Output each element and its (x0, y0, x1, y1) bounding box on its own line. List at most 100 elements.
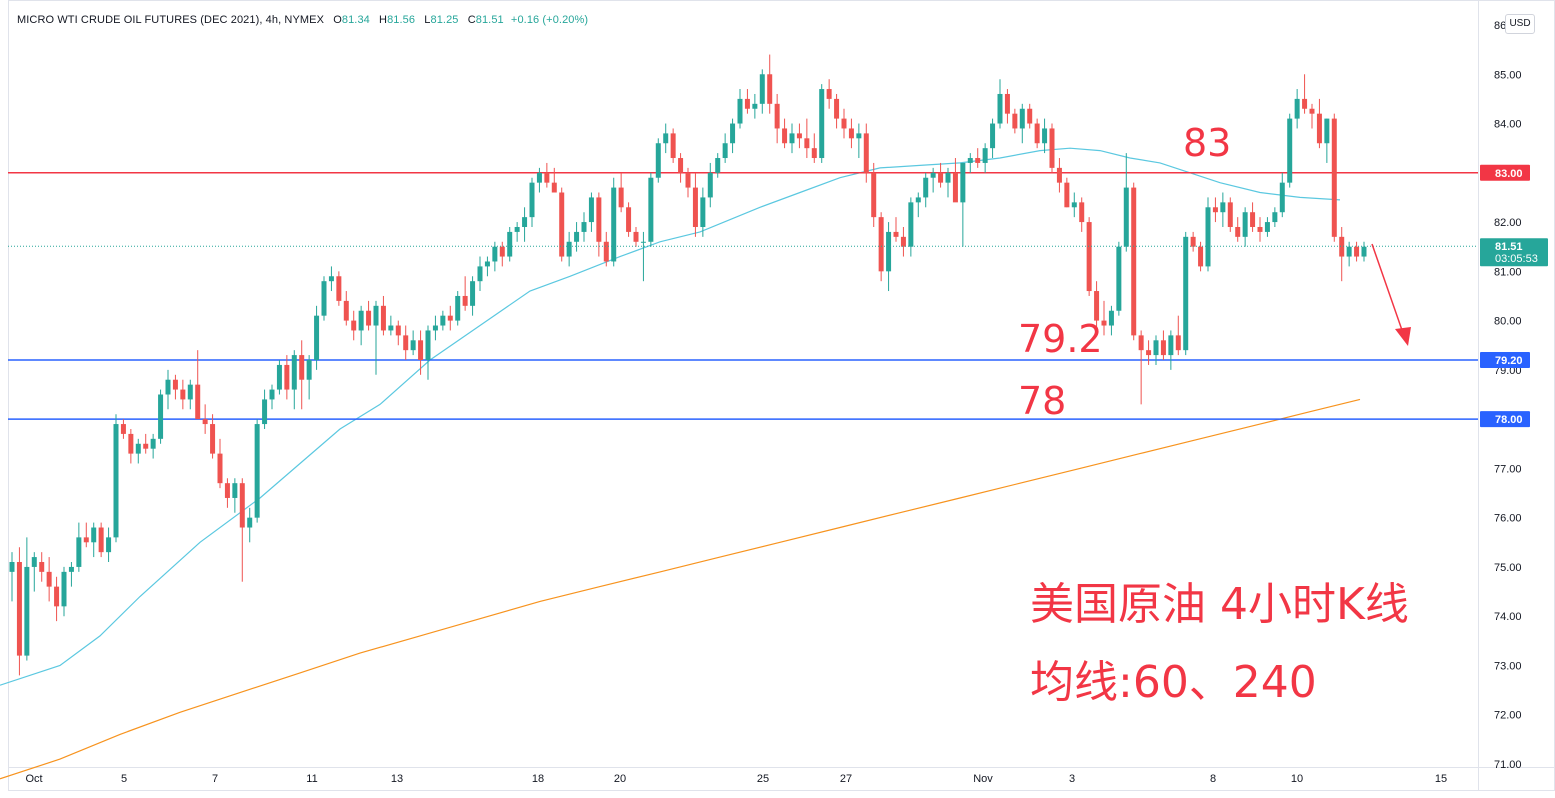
candle-body (1049, 128, 1055, 168)
candle-body (76, 537, 82, 567)
candle-body (54, 586, 60, 607)
candle-body (878, 217, 884, 272)
candle (1079, 197, 1085, 232)
candle (455, 291, 461, 326)
candle-body (1146, 350, 1152, 356)
candle-body (380, 305, 386, 331)
candle (692, 172, 698, 237)
candle (908, 197, 914, 257)
candle-body (39, 562, 45, 572)
candle-body (328, 276, 334, 282)
candle-body (574, 231, 580, 242)
candle-body (455, 295, 461, 321)
candle-body (1153, 340, 1159, 356)
candle (863, 123, 869, 183)
candle-body (648, 177, 654, 242)
candle-body (1316, 113, 1322, 144)
candle-body (596, 197, 602, 242)
price-axis[interactable]: 86.0085.0084.0083.0082.0081.0080.0079.00… (1494, 20, 1522, 771)
candle (135, 438, 141, 464)
candle-body (1101, 320, 1107, 326)
candle-body (269, 389, 275, 400)
annotation-78: 78 (1018, 379, 1066, 423)
y-tick-label: 81.00 (1494, 266, 1522, 278)
candle (1116, 241, 1122, 316)
candle (722, 133, 728, 163)
last-price-label: 81.51 (1495, 241, 1523, 253)
candle-body (1034, 123, 1040, 144)
open-value: 81.34 (341, 14, 370, 26)
candle (1346, 241, 1352, 267)
candle-body (670, 133, 676, 159)
candle-body (1361, 246, 1367, 257)
x-tick-label: 7 (212, 773, 218, 785)
candle-body (113, 424, 119, 538)
candle (551, 167, 557, 193)
candle (380, 295, 386, 336)
candle (1264, 217, 1270, 237)
candle (314, 305, 320, 370)
candle-body (247, 517, 253, 528)
time-axis[interactable]: Oct 5 7 11 13 18 20 25 27 Nov 3 8 10 15 (25, 773, 1447, 785)
candle (522, 207, 528, 242)
candle (655, 138, 661, 183)
candle (1302, 74, 1308, 114)
candles (9, 54, 1367, 676)
candle (484, 256, 490, 277)
candle (915, 192, 921, 218)
candle-body (930, 172, 936, 178)
candle-body (1027, 108, 1033, 124)
x-tick-label: Nov (973, 773, 993, 785)
candle-body (715, 158, 721, 173)
candle (46, 557, 52, 602)
price-tag (1480, 352, 1530, 369)
candle-body (1004, 93, 1010, 114)
candle (1034, 118, 1040, 149)
candle (856, 123, 862, 159)
candle (804, 118, 810, 159)
high-value: 81.56 (387, 14, 416, 26)
candle-body (1309, 108, 1315, 114)
candle (789, 123, 795, 154)
candle-body (692, 187, 698, 227)
y-tick-label: 72.00 (1494, 710, 1522, 722)
candle-body (782, 128, 788, 144)
candle-body (559, 192, 565, 257)
candle-body (1205, 207, 1211, 267)
annotation-79-2: 79.2 (1018, 317, 1103, 361)
candle (150, 433, 156, 459)
candle (477, 256, 483, 292)
candle-body (908, 202, 914, 247)
candle (499, 241, 505, 267)
x-tick-label: Oct (25, 773, 42, 785)
candle (373, 300, 379, 375)
candle-body (195, 384, 201, 420)
candle (284, 355, 290, 400)
candle-body (46, 571, 52, 587)
candle (328, 266, 334, 292)
candle-body (351, 320, 357, 331)
x-tick-label: 5 (121, 773, 127, 785)
candle-body (276, 364, 282, 390)
currency-button[interactable]: USD (1505, 14, 1535, 34)
candle-body (1287, 118, 1293, 183)
candle-body (1324, 118, 1330, 144)
candle-body (395, 325, 401, 336)
candle (247, 507, 253, 543)
candle-body (566, 241, 572, 257)
candle (1131, 182, 1137, 341)
candle-body (492, 246, 498, 262)
candle-body (499, 246, 505, 257)
candle-body (447, 315, 453, 321)
candle-body (789, 133, 795, 144)
candle-body (128, 433, 134, 454)
candle-body (1019, 108, 1025, 129)
candle (31, 552, 37, 592)
candle-body (588, 197, 594, 223)
candle-body (1272, 212, 1278, 223)
candle (1309, 103, 1315, 129)
candle-body (232, 483, 238, 498)
candle-body (1175, 335, 1181, 351)
candle-body (1064, 182, 1070, 208)
